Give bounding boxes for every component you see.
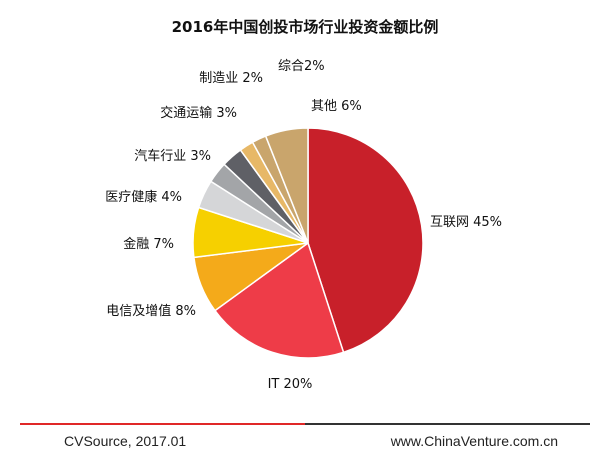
- slice-label: 综合2%: [278, 59, 325, 74]
- pie-labels: 互联网 45% IT 20% 电信及增值 8% 金融 7% 医疗健康 4% 汽车行业 3%…: [105, 59, 502, 392]
- slice-label: 医疗健康 4%: [105, 189, 182, 205]
- slice-label: 金融 7%: [123, 236, 174, 252]
- pie-slice: [264, 127, 309, 244]
- slice-label: 汽车行业 3%: [134, 148, 211, 164]
- footer-website: www.ChinaVenture.com.cn: [390, 433, 558, 449]
- pie-slices: [192, 127, 424, 359]
- slice-label: 互联网 45%: [430, 215, 502, 230]
- footer-source: CVSource, 2017.01: [64, 433, 186, 449]
- slice-label: 交通运输 3%: [160, 105, 237, 121]
- pie-slice: [213, 241, 345, 359]
- slice-label: IT 20%: [268, 377, 313, 392]
- pie-slice: [307, 127, 424, 354]
- slice-label: 制造业 2%: [199, 71, 263, 86]
- slice-label: 其他 6%: [311, 99, 362, 114]
- slice-label: 电信及增值 8%: [106, 303, 196, 319]
- chart-title: 2016年中国创投市场行业投资金额比例: [172, 18, 439, 36]
